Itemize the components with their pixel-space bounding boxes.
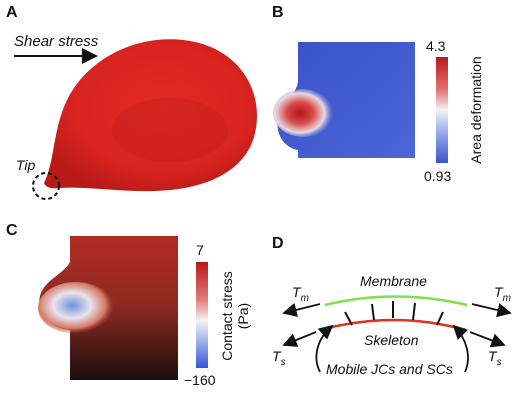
tip-label: Tip (16, 157, 36, 173)
panel-c-label: C (6, 222, 18, 239)
tip-circle (32, 172, 60, 200)
panel-c-colorbar-min: −160 (184, 372, 216, 388)
panel-b-colorbar-title: Area deformation (468, 56, 484, 164)
mobile-jcs-label: Mobile JCs and SCs (326, 361, 453, 377)
membrane-line (324, 295, 468, 307)
ts-left-label: Ts (272, 348, 286, 368)
panel-b-colorbar-min: 0.93 (424, 168, 452, 184)
panel-b-colorbar (436, 57, 448, 163)
ts-right-arrow (469, 331, 506, 348)
panel-b (273, 42, 448, 163)
tm-left-label: Tm (292, 284, 309, 304)
red-blood-cell (44, 39, 257, 192)
panel-a (14, 39, 257, 200)
mobile-right-pointer (452, 324, 469, 373)
tm-right-label: Tm (494, 284, 511, 304)
panel-c-colorbar-title-line1: Contact stress (219, 271, 235, 361)
tm-left-arrow (282, 302, 321, 317)
panel-c-contact-spot (38, 282, 114, 334)
mobile-left-pointer (315, 324, 334, 373)
panel-c-colorbar-max: 7 (196, 242, 204, 258)
membrane-label: Membrane (360, 273, 427, 289)
shear-stress-label: Shear stress (14, 33, 99, 50)
skeleton-label: Skeleton (364, 332, 419, 348)
junction-link (344, 311, 353, 326)
panel-c (38, 236, 208, 380)
panel-d (282, 295, 512, 373)
panel-c-colorbar-title: Contact stress (Pa) (219, 261, 251, 371)
panel-d-label: D (272, 235, 284, 252)
ts-right-label: Ts (488, 348, 502, 368)
skeleton-line (319, 318, 467, 332)
ts-left-arrow (282, 331, 317, 347)
panel-c-colorbar-title-line2: (Pa) (235, 302, 251, 330)
junction-link (412, 302, 416, 321)
cell-dimple (112, 98, 228, 162)
junction-link (436, 311, 444, 326)
panel-a-label: A (6, 4, 18, 21)
panel-b-colorbar-max: 4.3 (426, 38, 446, 54)
tm-right-arrow (471, 303, 512, 318)
panel-b-label: B (272, 4, 284, 21)
panel-b-deformation-spot (273, 89, 333, 137)
panel-c-colorbar (196, 262, 208, 368)
junction-link (371, 303, 375, 321)
